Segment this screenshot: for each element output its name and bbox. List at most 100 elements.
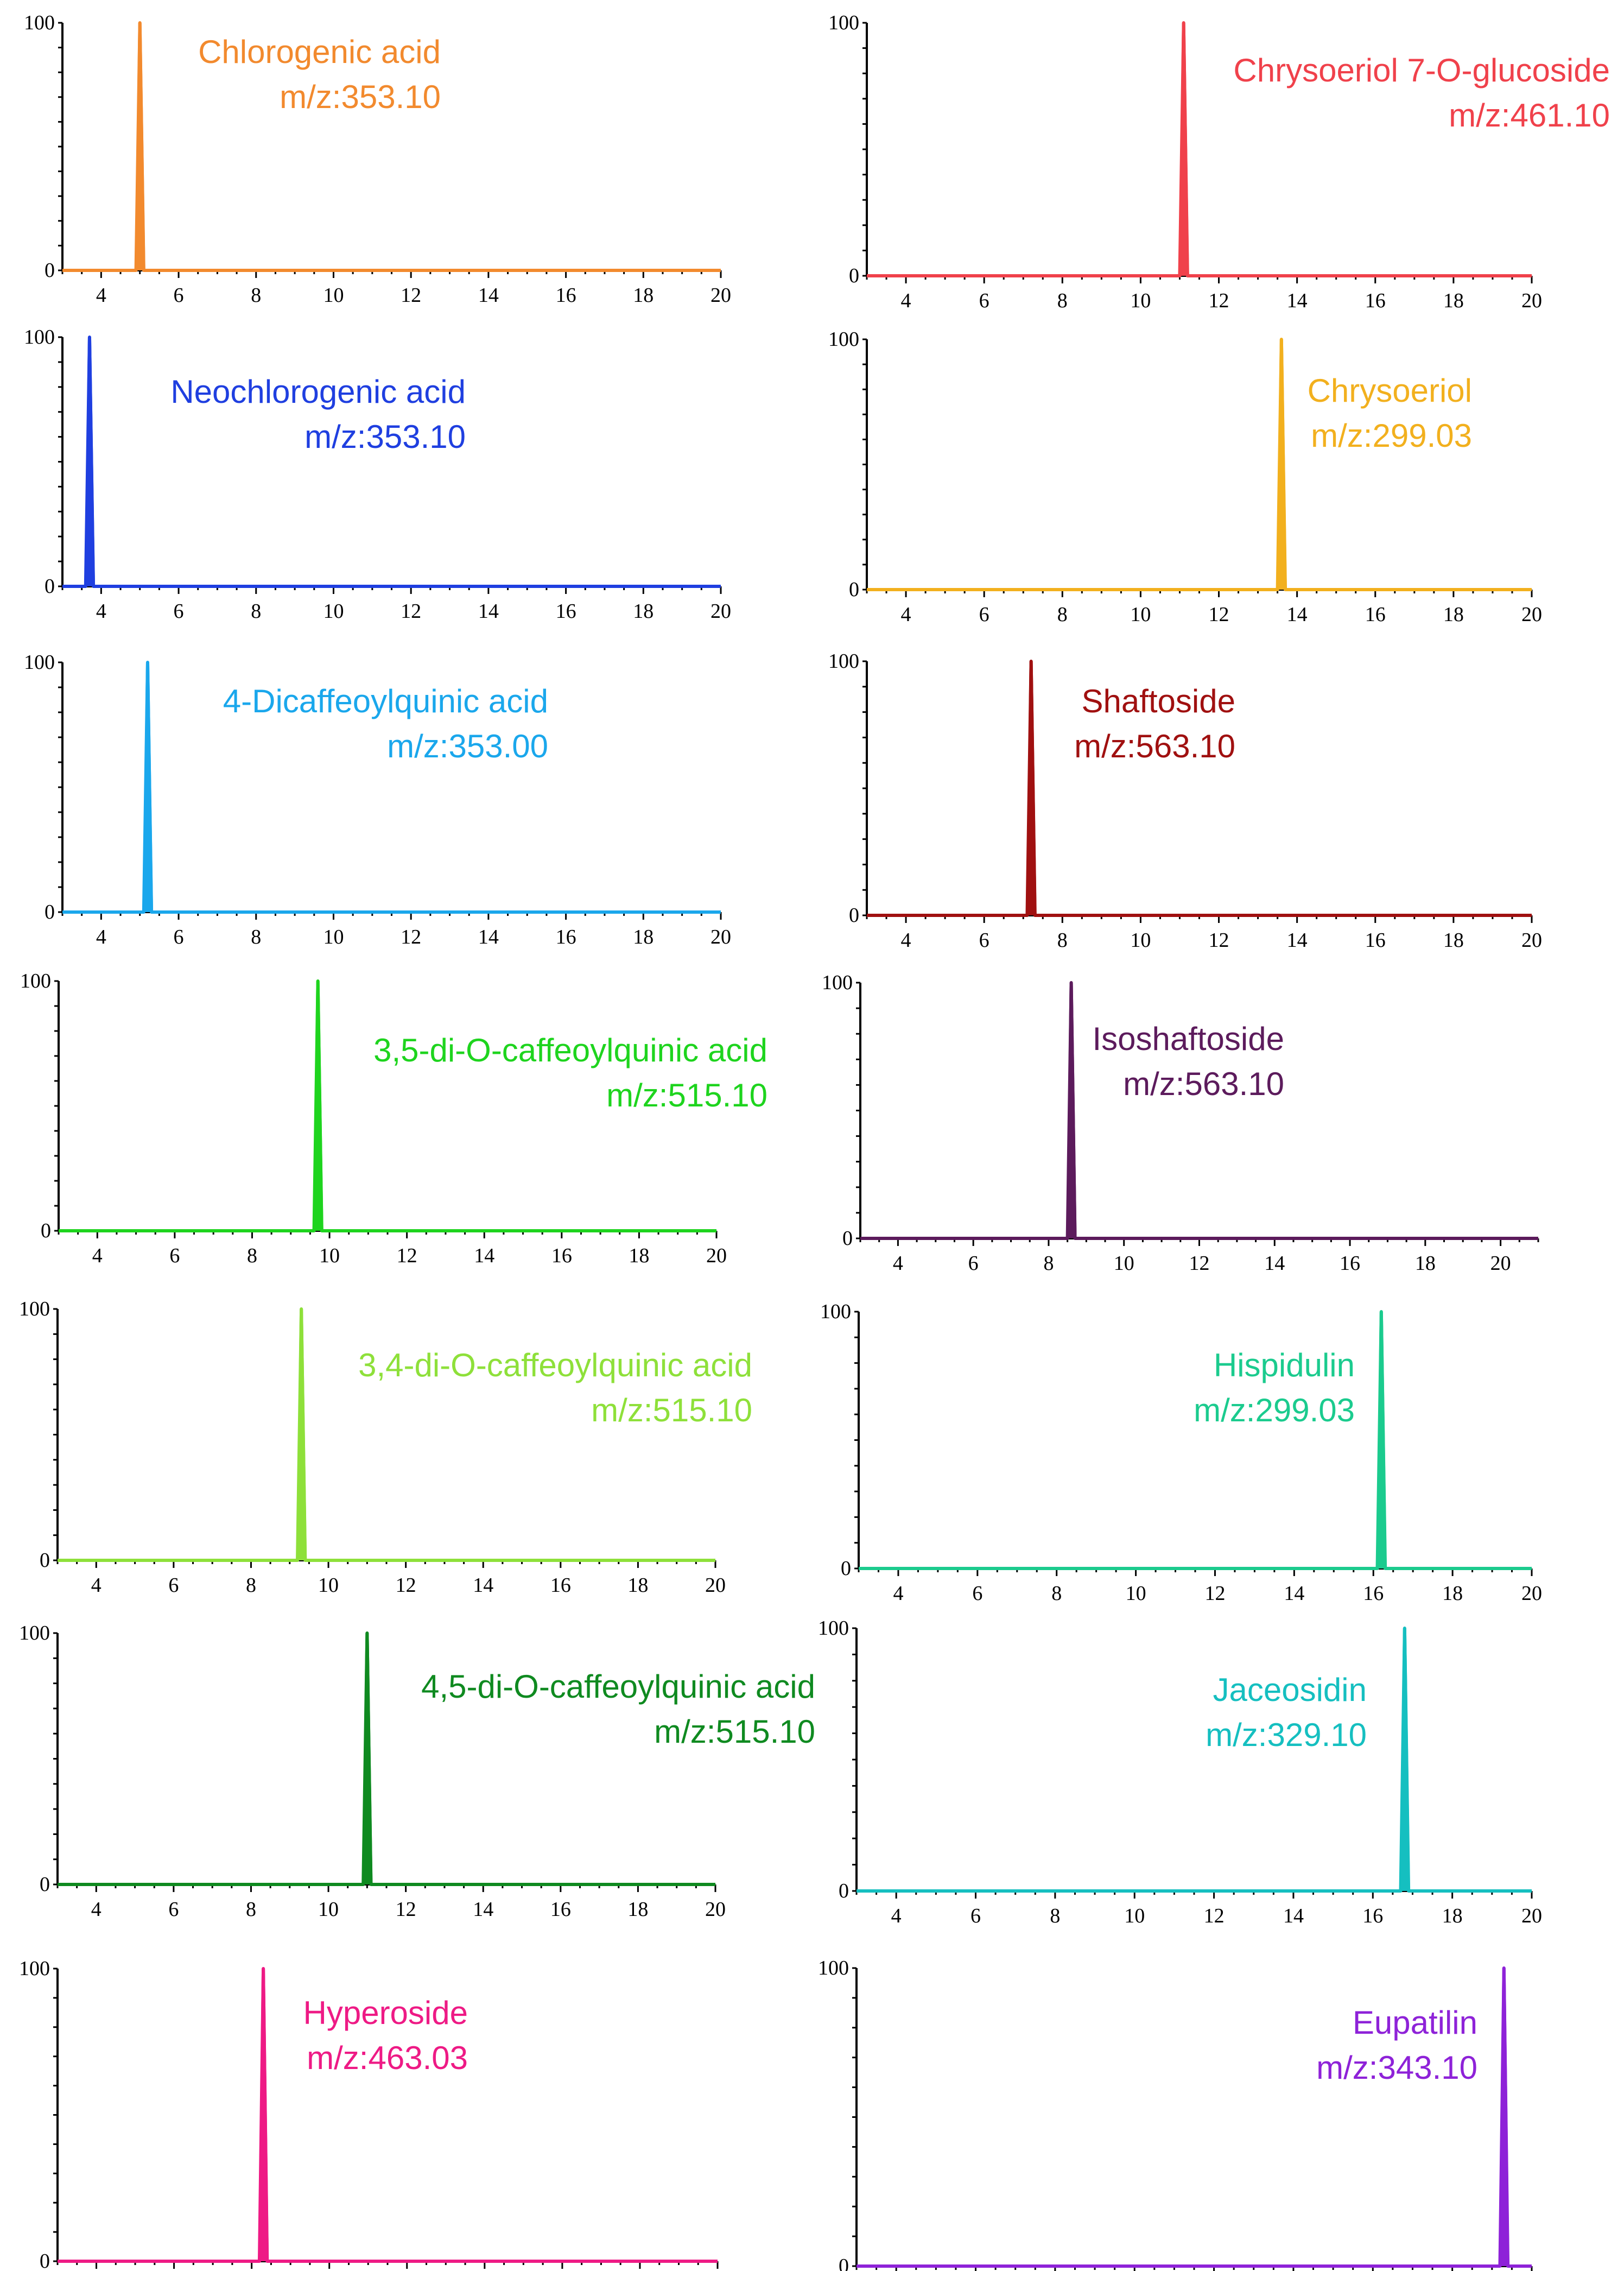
x-tick-label: 10	[318, 1574, 339, 1597]
chromatogram-trace	[859, 1310, 1532, 1570]
peak-marker	[1066, 983, 1077, 1238]
x-tick-label: 6	[174, 926, 184, 948]
x-tick-label: 6	[979, 929, 989, 952]
x-tick-label: 16	[1362, 1905, 1383, 1927]
chromatogram-panel: 0 100 4 6 8 10 12 14 16 18 20 4,5-di-O-caffeoylquin…	[19, 1622, 815, 1921]
x-tick-label: 10	[323, 284, 344, 307]
x-tick-label: 14	[1287, 603, 1308, 626]
x-tick-label: 16	[1340, 1252, 1360, 1275]
x-tick-label: 12	[401, 600, 421, 623]
mz-value: m/z:299.03	[1194, 1392, 1355, 1428]
compound-name: Hispidulin	[1214, 1347, 1355, 1383]
x-tick-label: 4	[96, 926, 106, 948]
chromatogram-panel: 0100468101214161820Hyperosidem/z:463.03	[19, 1957, 719, 2271]
y-tick-label: 100	[24, 11, 55, 34]
x-tick-label: 6	[968, 1252, 979, 1275]
x-tick-label: 4	[893, 1252, 903, 1275]
compound-name: Isoshaftoside	[1092, 1021, 1284, 1057]
x-tick-label: 18	[633, 284, 654, 307]
x-tick-label: 6	[970, 1905, 981, 1927]
x-tick-label: 14	[1283, 1905, 1304, 1927]
x-tick-label: 16	[550, 1898, 571, 1921]
x-tick-label: 16	[1365, 929, 1386, 952]
compound-name: 3,5-di-O-caffeoylquinic acid	[373, 1032, 767, 1068]
x-tick-label: 16	[1365, 289, 1386, 312]
x-tick-label: 8	[251, 926, 261, 948]
mz-value: m/z:353.10	[304, 419, 466, 455]
peak-marker	[296, 1309, 307, 1560]
chromatogram-panel: 0 100 4 6 8 10 12 14 16 18 20 3,4-di-O-caffeoylquin…	[19, 1298, 752, 1597]
x-tick-label: 8	[246, 1574, 256, 1597]
y-tick-label: 100	[24, 326, 55, 349]
x-tick-label: 4	[891, 1905, 902, 1927]
x-tick-label: 6	[168, 1574, 179, 1597]
x-tick-label: 4	[901, 289, 911, 312]
x-tick-label: 20	[710, 926, 731, 948]
x-tick-label: 16	[550, 1574, 571, 1597]
x-tick-label: 10	[323, 600, 344, 623]
x-tick-label: 12	[1204, 1582, 1225, 1605]
chromatogram-panel: 0 100 4 6 8 10 12 14 16 18 20 Jaceosidin m/z:329.10	[818, 1617, 1542, 1927]
x-tick-label: 18	[1415, 1252, 1436, 1275]
mz-value: m/z:343.10	[1316, 2049, 1477, 2086]
x-tick-label: 18	[1443, 603, 1464, 626]
peak-marker	[1399, 1628, 1410, 1891]
x-tick-label: 14	[1287, 289, 1308, 312]
x-tick-label: 12	[1209, 289, 1229, 312]
x-tick-label: 20	[1521, 1582, 1542, 1605]
x-tick-label: 14	[1264, 1252, 1285, 1275]
peak-marker	[1376, 1312, 1387, 1568]
y-tick-label: 100	[820, 1300, 851, 1323]
chromatogram-panel: 0 100 4 6 8 10 12 14 16 18 20 Chrysoeriol m/z:299.03	[828, 328, 1542, 626]
y-tick-label: 0	[839, 2255, 849, 2271]
mz-value: m/z:515.10	[606, 1077, 767, 1114]
x-tick-label: 18	[633, 926, 654, 948]
x-tick-label: 20	[706, 1244, 727, 1267]
y-tick-label: 100	[828, 650, 859, 673]
mz-value: m/z:463.03	[307, 2040, 468, 2076]
y-tick-label: 0	[849, 904, 859, 927]
y-tick-label: 100	[818, 1957, 849, 1979]
compound-name: Neochlorogenic acid	[170, 374, 466, 410]
x-tick-label: 14	[473, 1574, 493, 1597]
x-tick-label: 18	[627, 1574, 648, 1597]
compound-name: Eupatilin	[1353, 2004, 1477, 2041]
x-tick-label: 10	[1130, 929, 1151, 952]
y-tick-label: 0	[40, 1549, 50, 1572]
y-tick-label: 0	[849, 578, 859, 601]
chromatogram-panel: 0 100 4 6 8 10 12 14 16 18 20 Shaftoside m/z:563.10	[828, 650, 1542, 952]
x-tick-label: 14	[473, 1898, 493, 1921]
x-tick-label: 6	[174, 600, 184, 623]
x-tick-label: 12	[1204, 1905, 1225, 1927]
x-tick-label: 18	[627, 1898, 648, 1921]
x-tick-label: 20	[705, 1898, 726, 1921]
x-tick-label: 20	[705, 1574, 726, 1597]
x-tick-label: 18	[1443, 929, 1464, 952]
x-tick-label: 6	[168, 1898, 179, 1921]
x-tick-label: 8	[251, 600, 261, 623]
x-tick-label: 14	[478, 284, 499, 307]
peak-marker	[1276, 339, 1287, 590]
mz-value: m/z:353.10	[280, 79, 441, 115]
x-tick-label: 16	[1365, 603, 1386, 626]
x-tick-label: 14	[474, 1244, 494, 1267]
x-tick-label: 10	[318, 1898, 339, 1921]
chromatogram-panel: 0 100 4 6 8 10 12 14 16 18 20 Chrysoeriol 7-O-gluco…	[828, 11, 1610, 312]
y-tick-label: 0	[40, 2250, 50, 2271]
x-tick-label: 8	[1057, 929, 1068, 952]
x-tick-label: 20	[710, 284, 731, 307]
x-tick-label: 18	[633, 600, 654, 623]
chromatogram-panel: 0 100 4 6 8 10 12 14 16 18 20 4-Dicaffeoylquinic ac…	[24, 651, 731, 948]
x-tick-label: 12	[1209, 929, 1229, 952]
compound-name: Hyperoside	[303, 1995, 468, 2031]
x-tick-label: 10	[1114, 1252, 1134, 1275]
y-tick-label: 100	[828, 11, 859, 34]
x-tick-label: 6	[979, 289, 989, 312]
x-tick-label: 10	[1126, 1582, 1146, 1605]
y-tick-label: 0	[41, 1219, 51, 1242]
mz-value: m/z:563.10	[1123, 1066, 1284, 1102]
x-tick-label: 14	[1284, 1582, 1304, 1605]
peak-marker	[142, 662, 153, 912]
x-tick-label: 12	[397, 1244, 417, 1267]
